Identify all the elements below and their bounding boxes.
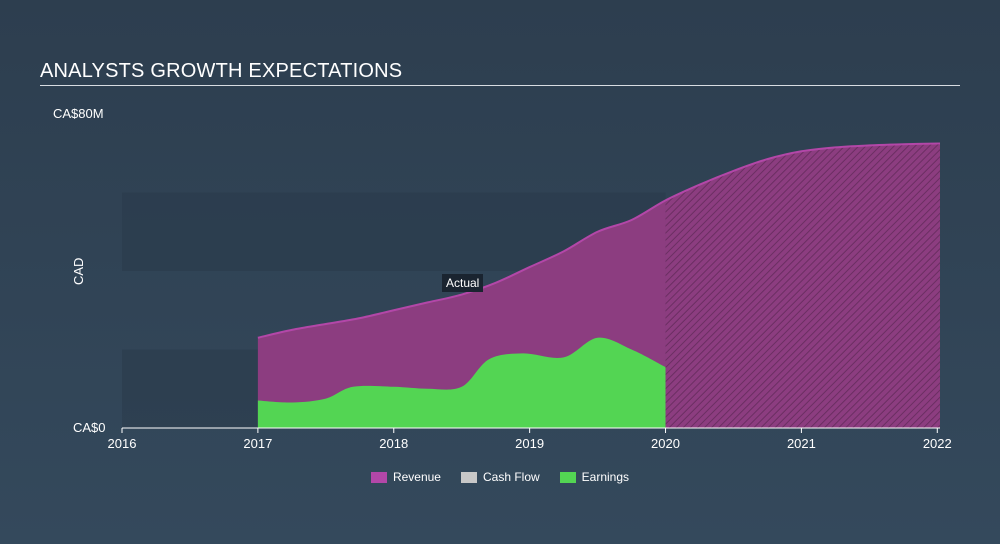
series-areas — [257, 142, 941, 428]
earnings-area — [257, 337, 666, 428]
legend-label-revenue: Revenue — [392, 470, 441, 484]
legend-swatch-cashflow — [460, 471, 477, 483]
x-tick-label-2017: 2017 — [243, 436, 272, 451]
actual-annotation: Actual — [442, 274, 484, 292]
x-tick-label-2021: 2021 — [787, 436, 816, 451]
legend-swatch-earnings — [559, 471, 576, 483]
legend-swatch-revenue — [370, 471, 387, 483]
legend: Revenue Cash Flow Earnings — [0, 470, 1000, 484]
revenue-area-forecast — [665, 143, 940, 428]
title-divider — [40, 85, 960, 86]
y-tick-label-bottom: CA$0 — [73, 420, 106, 435]
legend-label-cashflow: Cash Flow — [482, 470, 540, 484]
revenue-line — [257, 142, 941, 339]
x-tick-label-2016: 2016 — [108, 436, 137, 451]
x-tick-label-2022: 2022 — [923, 436, 952, 451]
legend-item-cashflow[interactable]: Cash Flow — [460, 470, 540, 484]
legend-item-earnings[interactable]: Earnings — [559, 470, 630, 484]
x-tick-label-2020: 2020 — [651, 436, 680, 451]
x-tick-label-2018: 2018 — [379, 436, 408, 451]
y-axis-title: CAD — [71, 257, 86, 285]
legend-item-revenue[interactable]: Revenue — [370, 470, 441, 484]
x-tick-label-2019: 2019 — [515, 436, 544, 451]
chart-title: ANALYSTS GROWTH EXPECTATIONS — [40, 60, 403, 82]
legend-label-earnings: Earnings — [581, 470, 630, 484]
x-axis: 2016 2017 2018 2019 2020 2021 2022 — [108, 427, 952, 451]
y-tick-label-top: CA$80M — [53, 106, 104, 121]
